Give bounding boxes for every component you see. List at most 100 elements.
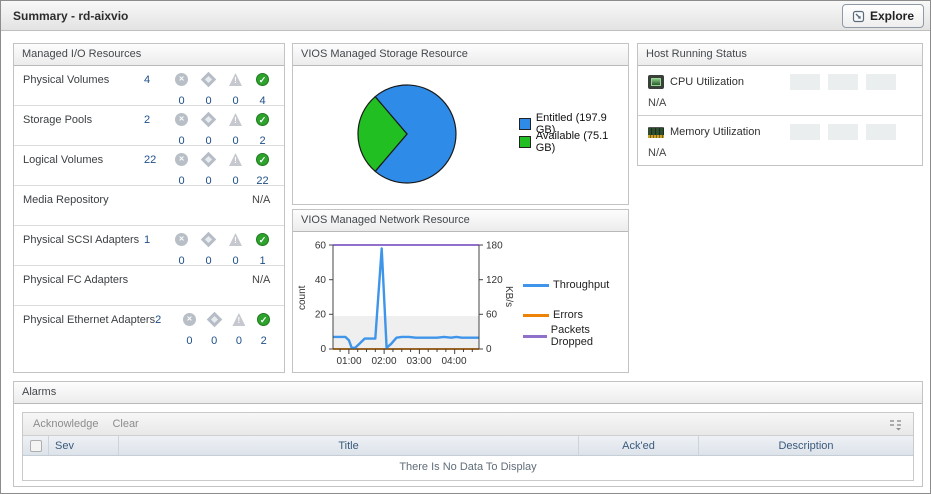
right-tick-0: 0 (486, 344, 492, 355)
placeholder-box (866, 124, 896, 140)
storage-resource-panel: VIOS Managed Storage Resource Entitled (… (292, 43, 629, 205)
packets-dropped-swatch (523, 334, 547, 338)
critical-icon (200, 151, 217, 168)
memory-module-icon (648, 126, 664, 138)
pie-legend-available: Available (75.1 GB) (519, 130, 628, 154)
normal-count: 4 (259, 95, 266, 107)
warning-count: 0 (232, 255, 239, 267)
warning-count: 0 (232, 95, 239, 107)
normal-icon (256, 233, 269, 246)
fatal-count: 0 (178, 135, 185, 147)
acknowledge-button[interactable]: Acknowledge (33, 418, 99, 430)
io-row-label: Media Repository (23, 194, 109, 206)
normal-count: 2 (259, 135, 266, 147)
normal-icon (256, 113, 269, 126)
managed-io-resources-title: Managed I/O Resources (14, 44, 284, 66)
warning-icon (229, 73, 242, 86)
critical-icon (200, 111, 217, 128)
storage-resource-title: VIOS Managed Storage Resource (293, 44, 628, 66)
host-row-memory[interactable]: Memory Utilization N/A (638, 116, 922, 166)
io-row-physical-scsi-adapters[interactable]: Physical SCSI Adapters 1 0 0 0 1 (14, 226, 284, 267)
x-tick-0400: 04:00 (441, 356, 466, 367)
left-tick-20: 20 (315, 310, 327, 321)
cpu-sparkline-placeholders (790, 74, 896, 90)
fatal-count: 0 (178, 255, 185, 267)
pie-legend-entitled: Entitled (197.9 GB) (519, 112, 628, 136)
host-row-cpu[interactable]: CPU Utilization N/A (638, 66, 922, 116)
io-row-physical-fc-adapters[interactable]: Physical FC Adapters N/A (14, 266, 284, 306)
critical-count: 0 (205, 255, 212, 267)
io-row-total: N/A (252, 194, 271, 206)
normal-icon (257, 313, 271, 326)
io-row-total: 1 (144, 234, 151, 246)
left-tick-40: 40 (315, 275, 327, 286)
explore-button[interactable]: Explore (841, 4, 924, 28)
io-row-label: Logical Volumes (23, 154, 104, 166)
available-swatch (519, 136, 531, 148)
y-axis-label-left: count (297, 285, 308, 310)
memory-utilization-label: Memory Utilization (670, 126, 761, 138)
fatal-icon (175, 153, 188, 166)
io-row-total: 4 (144, 74, 151, 86)
explore-drilldown-icon (852, 10, 865, 22)
cpu-utilization-value: N/A (648, 97, 667, 109)
storage-pie-chart[interactable] (293, 66, 628, 205)
fatal-icon (182, 313, 196, 326)
critical-icon (206, 311, 222, 328)
critical-count: 0 (205, 95, 212, 107)
left-tick-60: 60 (315, 241, 327, 252)
alarms-title: Alarms (14, 382, 922, 404)
io-row-physical-ethernet-adapters[interactable]: Physical Ethernet Adapters 2 0 0 0 2 (14, 306, 284, 347)
io-row-label: Physical SCSI Adapters (23, 234, 140, 246)
select-all-checkbox[interactable] (29, 439, 42, 452)
normal-count: 1 (259, 255, 266, 267)
pie-slice-available (357, 95, 408, 173)
normal-count: 22 (256, 175, 269, 187)
warning-icon (229, 233, 242, 246)
io-row-logical-volumes[interactable]: Logical Volumes 22 0 0 0 22 (14, 146, 284, 187)
x-tick-0100: 01:00 (336, 356, 361, 367)
critical-count: 0 (205, 135, 212, 147)
io-row-media-repository[interactable]: Media Repository N/A (14, 186, 284, 226)
legend-packets-dropped: Packets Dropped (523, 324, 628, 348)
memory-utilization-value: N/A (648, 147, 667, 159)
io-row-label: Physical Volumes (23, 74, 110, 86)
left-tick-0: 0 (320, 344, 326, 355)
throughput-label: Throughput (553, 279, 610, 291)
fatal-icon (175, 233, 188, 246)
fatal-count: 0 (178, 175, 185, 187)
column-header-title[interactable]: Title (119, 436, 579, 455)
legend-errors: Errors (523, 309, 583, 321)
packets-dropped-label: Packets Dropped (550, 324, 593, 348)
fatal-icon (175, 113, 188, 126)
io-row-total: N/A (252, 274, 271, 286)
table-options-icon[interactable] (888, 418, 903, 431)
chart-band (333, 316, 479, 349)
clear-button[interactable]: Clear (112, 418, 139, 430)
column-header-description[interactable]: Description (778, 439, 834, 452)
normal-icon (256, 153, 269, 166)
x-tick-0300: 03:00 (406, 356, 431, 367)
fatal-count: 0 (178, 95, 185, 107)
normal-icon (256, 73, 269, 86)
column-header-sev[interactable]: Sev (49, 436, 119, 455)
available-label: Available (75.1 GB) (535, 130, 609, 154)
fatal-icon (175, 73, 188, 86)
placeholder-box (828, 124, 858, 140)
network-line-chart[interactable]: 0 20 40 60 0 60 120 180 01:00 02:00 03:0… (293, 232, 628, 373)
y-axis-label-right: KB/s (503, 286, 514, 307)
io-row-physical-volumes[interactable]: Physical Volumes 4 0 0 0 4 (14, 66, 284, 107)
warning-count: 0 (235, 335, 242, 347)
column-header-acked[interactable]: Ack'ed (579, 436, 699, 455)
page-titlebar: Summary - rd-aixvio Explore (1, 1, 930, 31)
alarms-toolbar: Acknowledge Clear (23, 413, 913, 436)
io-row-storage-pools[interactable]: Storage Pools 2 0 0 0 2 (14, 106, 284, 147)
placeholder-box (790, 124, 820, 140)
errors-label: Errors (553, 309, 583, 321)
legend-throughput: Throughput (523, 279, 609, 291)
memory-sparkline-placeholders (790, 124, 896, 140)
io-row-total: 2 (144, 114, 151, 126)
alarms-header-row: Sev Title Ack'ed Description (23, 436, 913, 456)
alarms-empty-message: There Is No Data To Display (23, 456, 913, 480)
